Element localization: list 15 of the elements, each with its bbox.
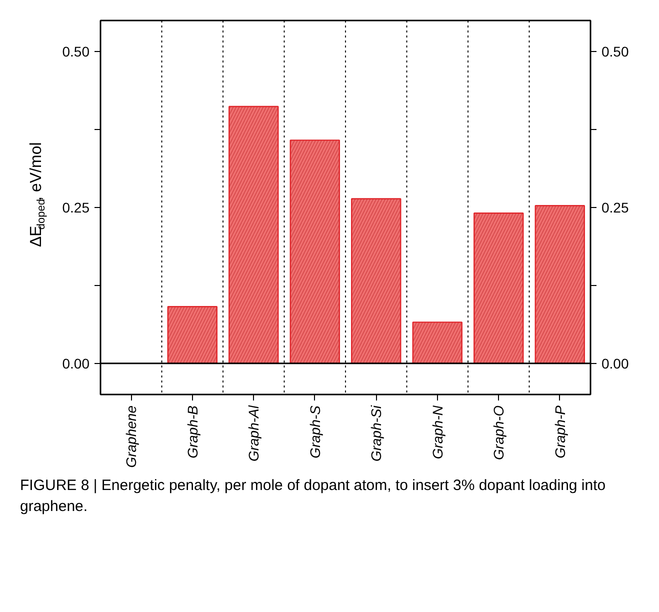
x-tick-label: Graph-S (306, 404, 323, 458)
y2-tick-label: 0.00 (602, 355, 629, 372)
x-tick-label: Graph-O (490, 405, 507, 460)
x-tick-label: Graphene (123, 405, 140, 468)
x-tick-label: Graph-Si (368, 404, 384, 462)
x-tick-label: Graph-N (429, 404, 446, 460)
x-tick-label: Graph-P (552, 404, 568, 458)
y-tick-label: 0.25 (62, 200, 90, 216)
x-tick-label: Graph-B (184, 405, 200, 458)
y-tick-label: 0.50 (62, 44, 90, 60)
y2-tick-label: 0.25 (602, 200, 629, 216)
caption: FIGURE 8 | Energetic penalty, per mole of dopant atom, to insert 3% dopant loading into graphene. (20, 476, 607, 518)
y-tick-label: 0.00 (62, 355, 90, 372)
x-tick-label: Graph-Al (246, 404, 262, 462)
y2-tick-label: 0.50 (602, 44, 629, 60)
